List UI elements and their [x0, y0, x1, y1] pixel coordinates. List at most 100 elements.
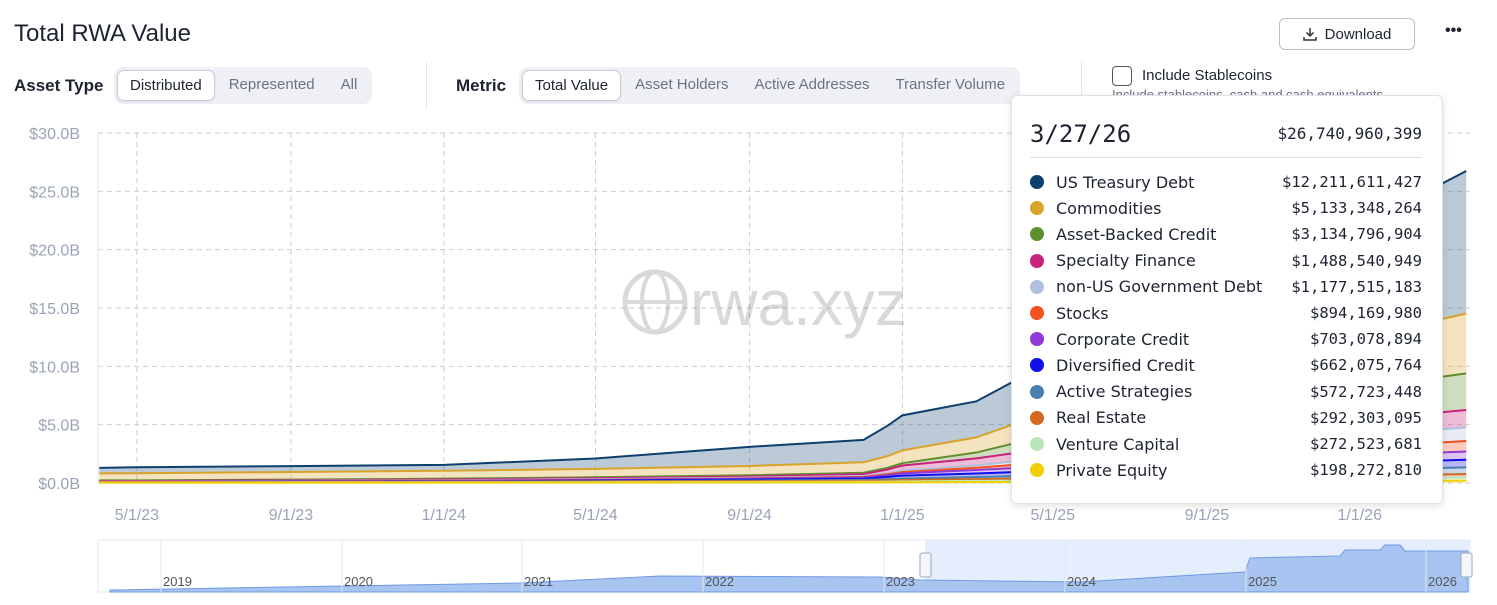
legend-label: Diversified Credit	[1056, 355, 1195, 375]
tooltip-row: Specialty Finance $1,488,540,949	[1030, 248, 1422, 274]
tooltip-total: $26,740,960,399	[1277, 124, 1423, 143]
download-icon	[1302, 28, 1317, 41]
tooltip-divider	[1030, 157, 1422, 158]
navigator-label: 2021	[524, 574, 553, 589]
tooltip-row: Venture Capital $272,523,681	[1030, 431, 1422, 457]
metric-group: Total Value Asset Holders Active Addresses…	[519, 67, 1021, 104]
legend-swatch	[1030, 437, 1044, 451]
tooltip-value: $572,723,448	[1310, 382, 1422, 401]
x-tick-label: 9/1/25	[1185, 507, 1230, 524]
metric-button[interactable]: Asset Holders	[635, 76, 729, 93]
legend-label: Real Estate	[1056, 408, 1147, 428]
navigator-label: 2026	[1428, 574, 1457, 589]
page-title: Total RWA Value	[14, 20, 191, 47]
stablecoins-label: Include Stablecoins	[1142, 67, 1273, 84]
tooltip-row: non-US Government Debt $1,177,515,183	[1030, 274, 1422, 300]
stablecoins-checkbox[interactable]	[1112, 66, 1132, 86]
tooltip-row: Private Equity $198,272,810	[1030, 457, 1422, 483]
asset-type-group: Distributed Represented All	[114, 67, 373, 104]
legend-label: Venture Capital	[1056, 434, 1180, 454]
download-label: Download	[1324, 25, 1392, 43]
y-tick-label: $10.0B	[29, 359, 80, 376]
watermark	[622, 269, 688, 335]
tooltip-row: Active Strategies $572,723,448	[1030, 379, 1422, 405]
legend-label: Asset-Backed Credit	[1056, 224, 1217, 244]
legend-swatch	[1030, 279, 1044, 294]
asset-type-button[interactable]: Represented	[228, 76, 315, 93]
legend-label: Private Equity	[1056, 460, 1168, 480]
tooltip-row: US Treasury Debt $12,211,611,427	[1030, 169, 1422, 195]
asset-type-label: Asset Type	[14, 76, 104, 95]
metric-label: Metric	[456, 76, 507, 95]
x-tick-label: 1/1/24	[422, 507, 467, 524]
y-tick-label: $20.0B	[29, 243, 80, 260]
tooltip-value: $894,169,980	[1310, 304, 1422, 322]
asset-type-button[interactable]: All	[340, 76, 358, 93]
tooltip-value: $3,134,796,904	[1291, 225, 1422, 244]
legend-swatch	[1030, 410, 1044, 425]
navigator-label: 2019	[163, 574, 192, 589]
y-tick-label: $5.0B	[38, 418, 80, 435]
x-tick-label: 1/1/26	[1337, 507, 1382, 524]
stablecoins-note: Include stablecoins, cash and cash equiv…	[1112, 87, 1384, 97]
legend-label: non-US Government Debt	[1056, 277, 1263, 297]
legend-label: Active Strategies	[1056, 382, 1193, 402]
tooltip-value: $5,133,348,264	[1291, 199, 1422, 218]
legend-swatch	[1030, 384, 1044, 399]
y-tick-label: $25.0B	[29, 184, 80, 201]
legend-swatch	[1030, 358, 1044, 373]
metric-button[interactable]: Active Addresses	[754, 76, 870, 93]
tooltip-value: $272,523,681	[1310, 435, 1422, 453]
legend-label: Specialty Finance	[1056, 251, 1196, 271]
tooltip-value: $1,488,540,949	[1291, 251, 1422, 270]
y-tick-label: $30.0B	[29, 126, 80, 143]
asset-type-button[interactable]: Distributed	[117, 70, 215, 101]
tooltip-row: Diversified Credit $662,075,764	[1030, 352, 1422, 378]
legend-swatch	[1030, 175, 1044, 189]
tooltip-row: Real Estate $292,303,095	[1030, 405, 1422, 431]
tooltip-row: Asset-Backed Credit $3,134,796,904	[1030, 221, 1422, 247]
tooltip-value: $1,177,515,183	[1291, 277, 1422, 296]
navigator-label: 2025	[1248, 574, 1277, 589]
navigator-handle[interactable]	[919, 552, 932, 578]
navigator-label: 2024	[1067, 574, 1096, 589]
metric-button[interactable]: Transfer Volume	[895, 76, 1006, 93]
tooltip-value: $662,075,764	[1310, 356, 1422, 375]
y-tick-label: $15.0B	[29, 301, 80, 318]
x-tick-label: 9/1/23	[269, 507, 314, 524]
menu-button[interactable]: •••	[1445, 22, 1462, 39]
legend-label: Stocks	[1056, 303, 1109, 323]
x-tick-label: 1/1/25	[880, 507, 925, 524]
legend-swatch	[1030, 253, 1044, 268]
tooltip-value: $703,078,894	[1310, 330, 1422, 349]
x-tick-label: 5/1/25	[1031, 507, 1076, 524]
navigator-label: 2023	[886, 574, 915, 589]
divider	[426, 62, 427, 110]
tooltip-date: 3/27/26	[1030, 120, 1132, 148]
tooltip-value: $12,211,611,427	[1282, 173, 1422, 191]
tooltip-row: Corporate Credit $703,078,894	[1030, 326, 1422, 352]
metric-button[interactable]: Total Value	[522, 70, 622, 101]
legend-swatch	[1030, 463, 1044, 478]
legend-swatch	[1030, 306, 1044, 320]
download-button[interactable]: Download	[1279, 18, 1415, 50]
tooltip-value: $198,272,810	[1310, 461, 1422, 480]
tooltip: 3/27/26 $26,740,960,399 US Treasury Debt…	[1011, 95, 1443, 504]
legend-swatch	[1030, 201, 1044, 216]
x-tick-label: 5/1/24	[573, 507, 618, 524]
legend-swatch	[1030, 332, 1044, 347]
tooltip-row: Commodities $5,133,348,264	[1030, 195, 1422, 221]
divider	[1081, 62, 1082, 110]
navigator-label: 2020	[344, 574, 373, 589]
legend-label: Commodities	[1056, 198, 1162, 218]
watermark-text: rwa.xyz	[690, 267, 907, 339]
x-tick-label: 5/1/23	[115, 507, 160, 524]
navigator-label: 2022	[705, 574, 734, 589]
navigator-handle[interactable]	[1460, 552, 1473, 578]
legend-label: US Treasury Debt	[1056, 172, 1195, 192]
x-tick-label: 9/1/24	[727, 507, 772, 524]
legend-swatch	[1030, 227, 1044, 242]
y-tick-label: $0.0B	[38, 476, 80, 493]
tooltip-row: Stocks $894,169,980	[1030, 300, 1422, 326]
